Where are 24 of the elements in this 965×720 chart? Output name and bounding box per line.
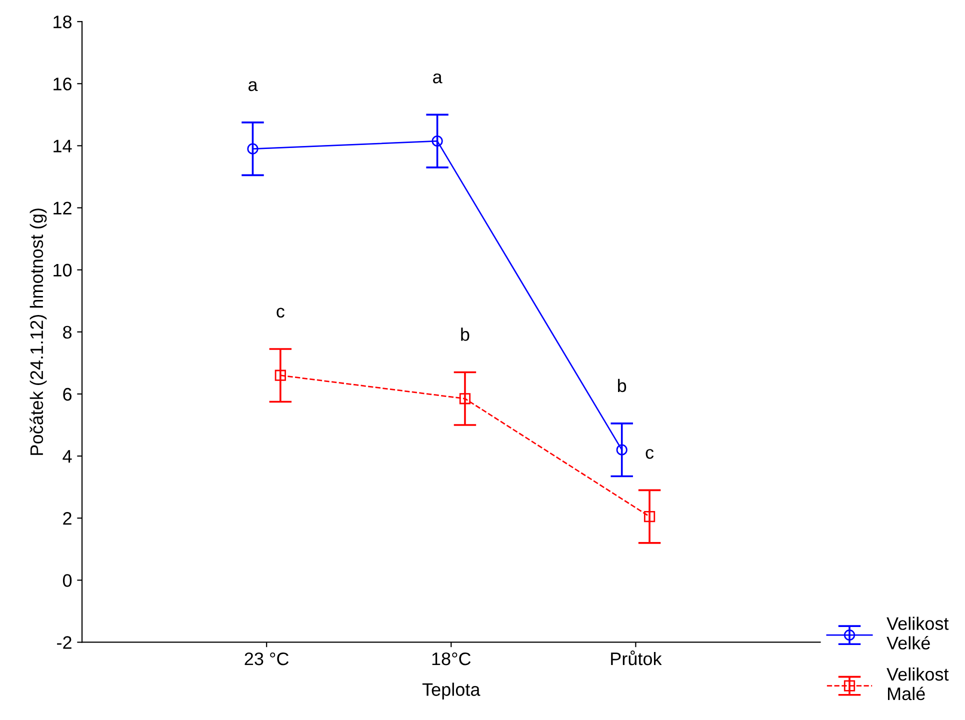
y-axis-title: Počátek (24.1.12) hmotnost (g) [30,208,47,455]
y-tick-label: 2 [63,512,72,525]
y-tick-label: 8 [63,326,72,339]
x-tick-label: Průtok [611,650,662,666]
y-tick-label: 10 [54,264,72,277]
y-tick-label: 16 [54,78,72,90]
y-tick-label: 18 [54,16,72,28]
y-tick-label: 0 [62,574,72,587]
legend-label: Velikost Malé [886,667,949,700]
x-axis-title: Teplota [422,682,480,700]
annotation: c [276,308,284,318]
annotation: b [618,378,626,392]
annotation: a [433,73,442,84]
x-tick-label: 18°C [432,652,471,666]
y-tick-label: 4 [62,450,72,463]
annotation: b [461,328,470,341]
y-tick-label: -2 [57,636,72,649]
legend-label: Velikost Velké [886,616,949,650]
y-tick-label: 12 [54,202,72,214]
x-tick-label: 23 °C [244,652,289,666]
annotation: a [248,81,258,92]
annotation: c [646,448,654,459]
y-tick-label: 14 [54,140,72,152]
y-tick-label: 6 [63,388,72,401]
